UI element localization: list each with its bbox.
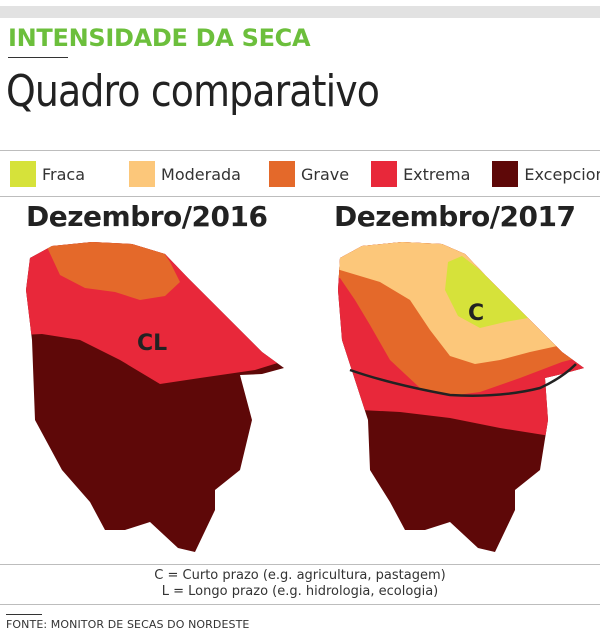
page-title: Quadro comparativo xyxy=(6,66,380,117)
kicker: INTENSIDADE DA SECA xyxy=(8,24,311,52)
source: FONTE: MONITOR DE SECAS DO NORDESTE xyxy=(6,618,250,631)
top-bar xyxy=(0,6,600,18)
legend-label: Excepcional xyxy=(524,164,600,184)
legend-label: Fraca xyxy=(42,164,86,184)
legend-item-excepcional: Excepcional xyxy=(492,161,600,187)
source-rule xyxy=(6,614,42,615)
zone-label-2016: CL xyxy=(137,331,167,356)
legend-item-moderada: Moderada xyxy=(129,161,241,187)
map-title-2016: Dezembro/2016 xyxy=(26,200,268,233)
grave-zone xyxy=(40,242,180,300)
legend-label: Grave xyxy=(300,164,350,184)
legend-swatch xyxy=(371,161,398,187)
legend-swatch xyxy=(10,161,36,187)
long-term-boundary-line xyxy=(349,363,577,397)
legend-top-rule xyxy=(0,150,600,151)
kicker-rule xyxy=(8,57,68,58)
map-title-2017: Dezembro/2017 xyxy=(334,200,576,233)
fraca-zone xyxy=(445,256,528,328)
legend-label: Moderada xyxy=(161,164,241,184)
legend-item-grave: Grave xyxy=(268,161,350,187)
drought-map-2017: C xyxy=(338,242,584,552)
note-long-term: L = Longo prazo (e.g. hidrologia, ecolog… xyxy=(161,584,439,599)
note-short-term: C = Curto prazo (e.g. agricultura, pasta… xyxy=(154,568,446,583)
legend: Fraca Moderada Grave Extrema Excepcional xyxy=(0,156,600,192)
notes-bottom-rule xyxy=(0,604,600,605)
drought-map-2016: CL xyxy=(26,242,284,552)
legend-item-fraca: Fraca xyxy=(10,161,85,187)
legend-swatch xyxy=(268,161,295,187)
legend-item-extrema: Extrema xyxy=(371,161,470,187)
legend-bottom-rule xyxy=(0,196,600,197)
legend-label: Extrema xyxy=(403,164,471,184)
notes: C = Curto prazo (e.g. agricultura, pasta… xyxy=(0,568,600,600)
zone-label-2017: C xyxy=(468,301,484,326)
notes-top-rule xyxy=(0,564,600,565)
legend-swatch xyxy=(492,161,519,187)
legend-swatch xyxy=(129,161,156,187)
